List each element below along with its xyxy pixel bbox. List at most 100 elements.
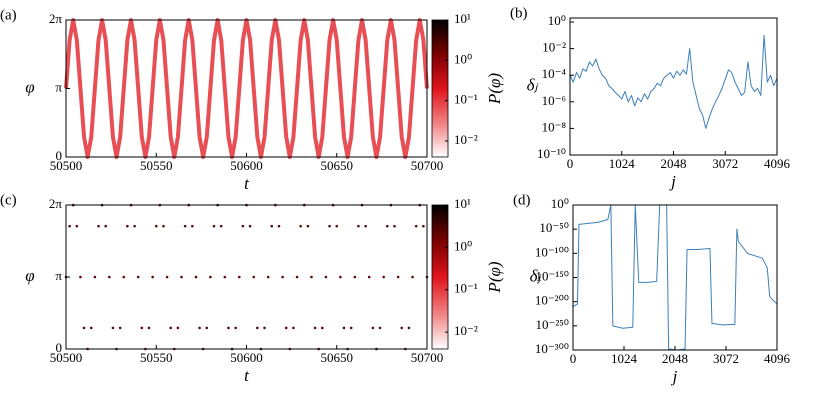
colorbar-tick-label: 10⁻² [454,132,478,147]
x-tick-label: 50500 [50,350,83,365]
data-point [252,275,256,279]
data-point [108,275,111,279]
colorbar-tick-label: 10¹ [454,11,471,26]
panel-label: (b) [510,5,528,21]
data-point [281,275,284,279]
data-point [126,224,129,228]
data-point [400,326,404,330]
y-tick-label: 10⁻⁵⁰ [539,220,569,235]
panel-label: (c) [0,192,17,208]
data-point [414,224,418,228]
colorbar-tick-label: 10⁻² [454,323,478,338]
y-tick-label: 0 [56,340,63,355]
data-point [68,224,71,228]
x-tick-label: 0 [567,156,574,171]
data-point [292,326,295,330]
data-point [263,326,266,330]
data-point [82,326,86,330]
data-point [162,224,165,228]
panel-label: (a) [0,7,17,23]
data-point [353,275,357,279]
x-tick-label: 3072 [713,351,739,366]
data-point [151,275,154,279]
x-tick-label: 1024 [609,156,636,171]
data-point [227,326,230,330]
y-tick-label: 10⁻⁴ [542,66,567,81]
y-tick-label: 10⁻⁸ [542,119,567,134]
y-axis-title: δⱼ [527,75,539,94]
x-tick-label: 1024 [611,351,638,366]
plot-frame [569,17,778,156]
colorbar-tick-label: 10¹ [454,196,471,211]
data-point [339,275,342,279]
x-tick-label: 50700 [411,350,444,365]
colorbar-tick-label: 10⁰ [454,51,472,66]
data-point [165,275,169,279]
data-point [136,275,140,279]
data-point [154,224,158,228]
y-axis-title: φ [25,266,34,285]
data-point [234,326,237,330]
y-tick-label: 0 [56,148,63,163]
data-point [310,275,313,279]
data-point [321,326,324,330]
data-point [328,224,331,228]
data-point [407,326,411,330]
data-point [248,224,252,228]
data-point [277,224,281,228]
x-tick-label: 3072 [712,156,738,171]
data-point [367,275,371,279]
y-tick-label: 10⁻⁶ [542,93,566,108]
x-tick-label: 4096 [764,351,791,366]
data-point [295,275,299,279]
data-point [241,224,245,228]
data-point [122,275,126,279]
data-point [140,326,144,330]
y-tick-label: 10⁻¹⁰ [537,146,566,161]
y-tick-label: 2π [49,11,63,26]
x-tick-label: 50600 [230,350,263,365]
data-point [349,326,353,330]
y-tick-label: π [55,79,62,94]
data-point [385,224,389,228]
data-point [382,275,385,279]
x-tick-label: 50550 [140,158,173,173]
y-tick-label: 10⁻²⁵⁰ [535,317,569,332]
data-point [324,275,328,279]
data-point [378,326,382,330]
x-axis-title: t [244,174,250,193]
data-point [89,326,93,330]
data-point [219,224,223,228]
y-tick-label: 10⁰ [551,196,569,211]
x-axis-title: j [671,367,678,386]
data-point [223,275,227,279]
data-point [342,326,346,330]
data-point [97,224,100,228]
data-point [93,275,97,279]
colorbar [431,204,449,350]
data-point [180,275,183,279]
data-point [299,224,302,228]
data-point [104,224,108,228]
x-tick-label: 0 [570,351,577,366]
data-point [209,275,212,279]
data-point [371,326,375,330]
data-point [176,326,180,330]
y-tick-label: 10⁻³⁰⁰ [535,341,569,356]
x-tick-label: 50550 [140,350,173,365]
data-point [133,224,136,228]
x-tick-label: 2048 [662,351,688,366]
data-point [364,224,367,228]
data-point [270,224,274,228]
data-point [313,326,317,330]
data-point [205,326,209,330]
colorbar-tick-label: 10⁻¹ [454,281,478,296]
x-tick-label: 50500 [50,158,83,173]
data-point [191,224,194,228]
x-tick-label: 50700 [411,158,444,173]
y-axis-title: φ [25,77,34,96]
x-tick-label: 50650 [321,158,354,173]
colorbar-title: P(φ) [485,73,504,105]
data-point [396,275,400,279]
y-tick-label: 10⁻¹⁵⁰ [535,268,569,283]
